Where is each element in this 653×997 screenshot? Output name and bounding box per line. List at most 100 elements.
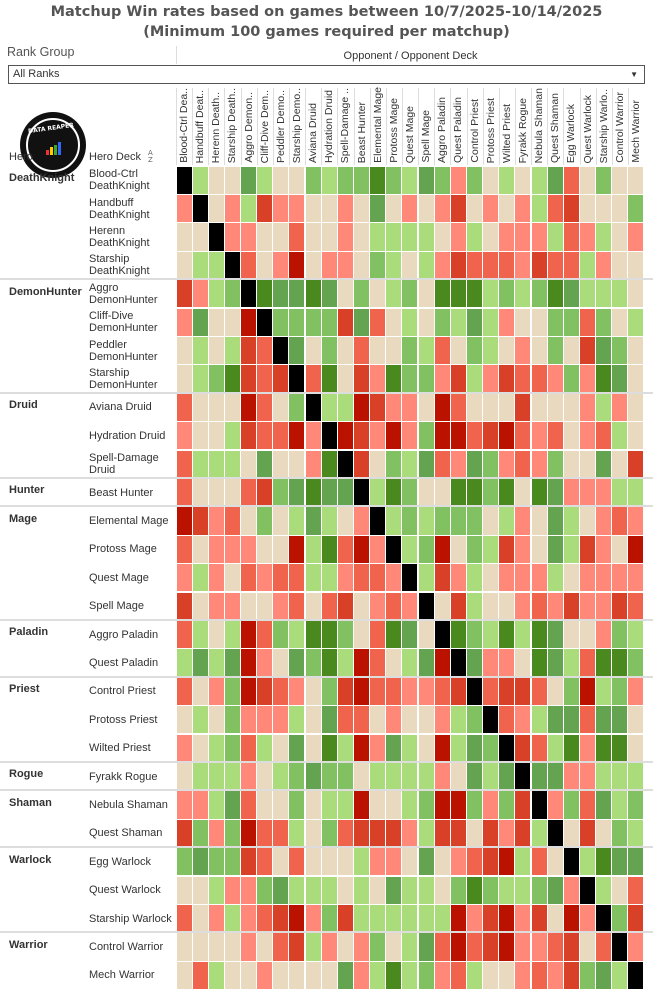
matchup-cell[interactable] — [612, 223, 628, 251]
matchup-cell[interactable] — [467, 308, 483, 336]
matchup-cell[interactable] — [305, 762, 321, 791]
matchup-cell[interactable] — [354, 280, 370, 308]
opponent-column-header[interactable]: Hydration Druid — [321, 88, 337, 165]
mirror-cell[interactable] — [257, 308, 273, 336]
mirror-cell[interactable] — [596, 904, 612, 933]
matchup-cell[interactable] — [224, 393, 240, 422]
matchup-cell[interactable] — [628, 507, 644, 535]
matchup-cell[interactable] — [305, 478, 321, 507]
matchup-cell[interactable] — [499, 393, 515, 422]
opponent-column-header[interactable]: Control Priest — [466, 88, 483, 165]
matchup-cell[interactable] — [337, 507, 353, 535]
matchup-cell[interactable] — [580, 706, 595, 734]
matchup-cell[interactable] — [208, 365, 224, 393]
opponent-column-header[interactable]: Protoss Mage — [385, 88, 402, 165]
matchup-cell[interactable] — [467, 507, 483, 535]
matchup-cell[interactable] — [547, 904, 563, 933]
matchup-cell[interactable] — [596, 791, 612, 819]
matchup-cell[interactable] — [450, 223, 466, 251]
opponent-column-header[interactable]: Starship Warlo.. — [595, 88, 612, 165]
matchup-cell[interactable] — [612, 450, 628, 478]
matchup-cell[interactable] — [515, 677, 531, 706]
matchup-cell[interactable] — [305, 933, 321, 961]
matchup-cell[interactable] — [628, 620, 644, 649]
matchup-cell[interactable] — [273, 649, 289, 677]
matchup-cell[interactable] — [450, 961, 466, 990]
matchup-cell[interactable] — [580, 762, 595, 791]
matchup-cell[interactable] — [241, 762, 257, 791]
matchup-cell[interactable] — [224, 791, 240, 819]
matchup-cell[interactable] — [531, 535, 547, 564]
opponent-column-header[interactable]: Nebula Shaman — [531, 88, 547, 165]
matchup-cell[interactable] — [450, 365, 466, 393]
matchup-cell[interactable] — [483, 393, 499, 422]
matchup-cell[interactable] — [450, 280, 466, 308]
matchup-cell[interactable] — [515, 194, 531, 223]
matchup-cell[interactable] — [612, 876, 628, 904]
matchup-cell[interactable] — [337, 422, 353, 450]
matchup-cell[interactable] — [337, 734, 353, 762]
opponent-column-header[interactable]: Herenn Death.. — [208, 88, 224, 165]
matchup-cell[interactable] — [612, 507, 628, 535]
matchup-cell[interactable] — [418, 791, 434, 819]
matchup-cell[interactable] — [192, 848, 208, 876]
matchup-cell[interactable] — [305, 564, 321, 592]
matchup-cell[interactable] — [337, 535, 353, 564]
matchup-cell[interactable] — [418, 677, 434, 706]
matchup-cell[interactable] — [531, 677, 547, 706]
matchup-cell[interactable] — [241, 734, 257, 762]
matchup-cell[interactable] — [402, 393, 418, 422]
matchup-cell[interactable] — [580, 819, 595, 848]
matchup-cell[interactable] — [241, 706, 257, 734]
matchup-cell[interactable] — [321, 365, 337, 393]
matchup-cell[interactable] — [402, 933, 418, 961]
matchup-cell[interactable] — [531, 365, 547, 393]
matchup-cell[interactable] — [563, 450, 579, 478]
matchup-cell[interactable] — [547, 876, 563, 904]
matchup-cell[interactable] — [224, 677, 240, 706]
matchup-cell[interactable] — [612, 791, 628, 819]
matchup-cell[interactable] — [402, 649, 418, 677]
matchup-cell[interactable] — [370, 223, 386, 251]
matchup-cell[interactable] — [531, 734, 547, 762]
matchup-cell[interactable] — [273, 507, 289, 535]
matchup-cell[interactable] — [612, 535, 628, 564]
matchup-cell[interactable] — [257, 365, 273, 393]
matchup-cell[interactable] — [192, 166, 208, 194]
matchup-cell[interactable] — [450, 904, 466, 933]
matchup-cell[interactable] — [370, 280, 386, 308]
matchup-cell[interactable] — [515, 308, 531, 336]
matchup-cell[interactable] — [612, 620, 628, 649]
matchup-cell[interactable] — [176, 280, 192, 308]
matchup-cell[interactable] — [321, 223, 337, 251]
matchup-cell[interactable] — [321, 393, 337, 422]
matchup-cell[interactable] — [547, 592, 563, 620]
matchup-cell[interactable] — [628, 819, 644, 848]
matchup-cell[interactable] — [224, 592, 240, 620]
matchup-cell[interactable] — [483, 450, 499, 478]
matchup-cell[interactable] — [402, 762, 418, 791]
matchup-cell[interactable] — [289, 450, 305, 478]
matchup-cell[interactable] — [563, 507, 579, 535]
matchup-cell[interactable] — [434, 251, 450, 280]
matchup-cell[interactable] — [612, 251, 628, 280]
matchup-cell[interactable] — [612, 592, 628, 620]
matchup-cell[interactable] — [337, 819, 353, 848]
matchup-cell[interactable] — [402, 223, 418, 251]
matchup-cell[interactable] — [241, 876, 257, 904]
matchup-cell[interactable] — [305, 336, 321, 365]
matchup-cell[interactable] — [628, 933, 644, 961]
opponent-column-header[interactable]: Cliff-Dive Dem.. — [256, 88, 273, 165]
matchup-cell[interactable] — [337, 876, 353, 904]
matchup-cell[interactable] — [257, 422, 273, 450]
matchup-cell[interactable] — [515, 961, 531, 990]
matchup-cell[interactable] — [337, 393, 353, 422]
matchup-cell[interactable] — [370, 422, 386, 450]
matchup-cell[interactable] — [241, 365, 257, 393]
matchup-cell[interactable] — [596, 223, 612, 251]
matchup-cell[interactable] — [628, 478, 644, 507]
matchup-cell[interactable] — [402, 876, 418, 904]
matchup-cell[interactable] — [499, 848, 515, 876]
matchup-cell[interactable] — [563, 791, 579, 819]
matchup-cell[interactable] — [450, 308, 466, 336]
